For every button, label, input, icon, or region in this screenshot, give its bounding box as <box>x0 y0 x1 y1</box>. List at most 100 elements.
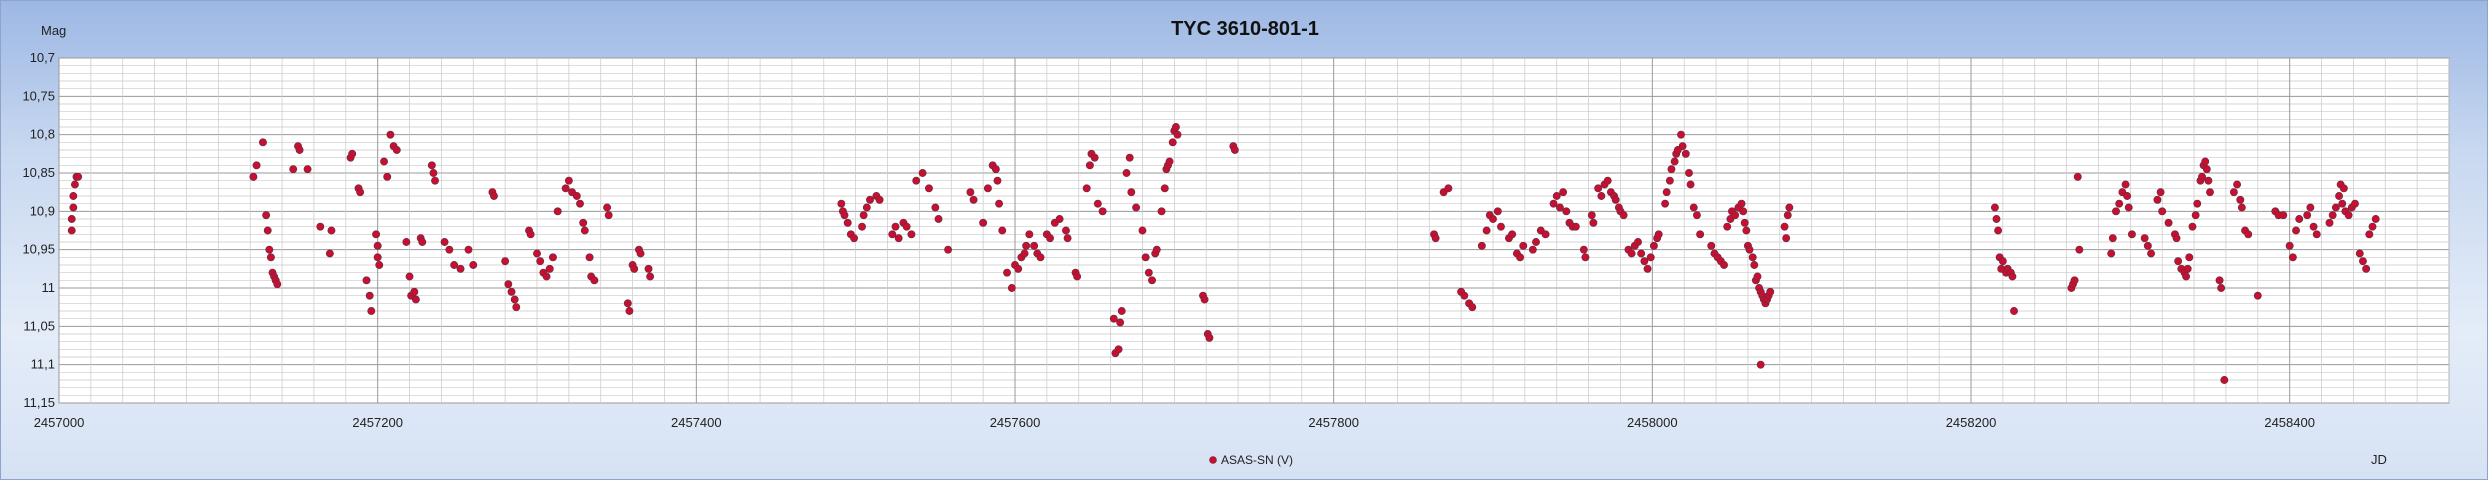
data-point <box>564 176 573 185</box>
data-point <box>2303 211 2312 220</box>
legend: ASAS-SN (V) <box>1209 453 1293 467</box>
data-point <box>603 203 612 212</box>
data-point <box>1766 287 1775 296</box>
data-point <box>1482 226 1491 235</box>
data-point <box>2140 234 2149 243</box>
data-point <box>1046 234 1055 243</box>
data-point <box>1649 241 1658 250</box>
data-point <box>646 272 655 281</box>
y-tick-label: 10,85 <box>22 165 55 180</box>
data-point <box>2217 284 2226 292</box>
x-tick-label: 2457000 <box>34 415 85 430</box>
data-point <box>512 303 521 312</box>
data-point <box>862 203 871 212</box>
data-point <box>325 249 334 258</box>
data-point <box>410 287 419 296</box>
data-point <box>907 230 916 239</box>
chart-title: TYC 3610-801-1 <box>1171 18 1319 40</box>
data-point <box>2331 203 2340 212</box>
data-point <box>1562 207 1571 216</box>
data-point <box>2236 195 2245 204</box>
data-point <box>888 230 897 239</box>
data-point <box>542 272 551 281</box>
data-point <box>2124 203 2133 212</box>
data-point <box>934 215 943 223</box>
data-point <box>1090 153 1099 162</box>
data-point <box>1477 241 1486 250</box>
data-point <box>1681 149 1690 158</box>
y-tick-label: 10,7 <box>30 50 55 65</box>
data-point <box>2338 199 2347 208</box>
x-axis-title: JD <box>2371 452 2387 467</box>
data-point <box>429 169 438 177</box>
data-point <box>1519 241 1528 250</box>
data-point <box>526 230 535 239</box>
data-point <box>510 295 519 304</box>
data-point <box>2233 180 2242 189</box>
data-point <box>2362 264 2371 273</box>
data-point <box>1030 241 1039 250</box>
data-point <box>258 138 267 147</box>
data-point <box>1148 276 1156 285</box>
data-point <box>1748 253 1757 262</box>
data-point <box>1731 211 1740 220</box>
data-point <box>2359 257 2367 266</box>
data-point <box>1497 222 1505 231</box>
data-point <box>2112 207 2120 216</box>
data-point <box>1085 161 1094 170</box>
data-point <box>894 234 903 243</box>
data-point <box>630 264 639 273</box>
y-tick-label: 10,75 <box>22 88 55 103</box>
data-point <box>2328 211 2337 220</box>
data-point <box>2008 272 2017 281</box>
data-point <box>979 218 988 227</box>
data-point <box>2188 222 2197 231</box>
data-point <box>2288 253 2297 262</box>
data-point <box>2355 249 2364 258</box>
data-point <box>1619 211 1628 220</box>
data-point <box>2127 230 2136 239</box>
data-point <box>2344 211 2353 220</box>
data-point <box>925 184 933 193</box>
data-point <box>859 211 868 220</box>
data-point <box>2220 376 2229 384</box>
y-axis-ticks: 10,7 10,75 10,8 10,85 10,9 10,95 11 11,05 11,1 11… <box>22 50 55 410</box>
data-point <box>380 157 388 166</box>
x-tick-label: 2458200 <box>1946 415 1997 430</box>
data-point <box>2312 230 2321 239</box>
data-point <box>1589 218 1598 227</box>
data-point <box>348 149 357 158</box>
data-point <box>2371 215 2380 223</box>
data-point <box>303 165 312 174</box>
data-point <box>252 161 261 170</box>
data-point <box>1780 222 1789 231</box>
data-point <box>983 184 992 193</box>
data-point <box>2292 226 2300 235</box>
data-point <box>2107 249 2116 258</box>
data-point <box>1627 249 1636 258</box>
data-point <box>445 245 454 254</box>
data-point <box>2279 211 2288 220</box>
data-point <box>383 172 392 181</box>
data-point <box>850 234 859 243</box>
data-point <box>1493 207 1502 216</box>
data-point <box>2237 203 2246 212</box>
data-point <box>1640 257 1649 266</box>
data-point <box>1489 215 1497 223</box>
data-point <box>2073 172 2082 181</box>
data-point <box>1994 226 2003 235</box>
data-point <box>273 280 282 289</box>
gridlines <box>58 57 2450 404</box>
data-point <box>2143 241 2152 250</box>
data-point <box>1737 199 1746 208</box>
data-point <box>1168 138 1177 147</box>
data-point <box>405 272 414 281</box>
data-point <box>464 245 473 254</box>
data-point <box>2183 264 2192 273</box>
data-point <box>2202 165 2211 174</box>
data-point <box>548 253 557 262</box>
data-point <box>1144 268 1153 277</box>
data-point <box>265 245 274 254</box>
data-point <box>392 146 401 154</box>
data-point <box>2351 199 2359 208</box>
